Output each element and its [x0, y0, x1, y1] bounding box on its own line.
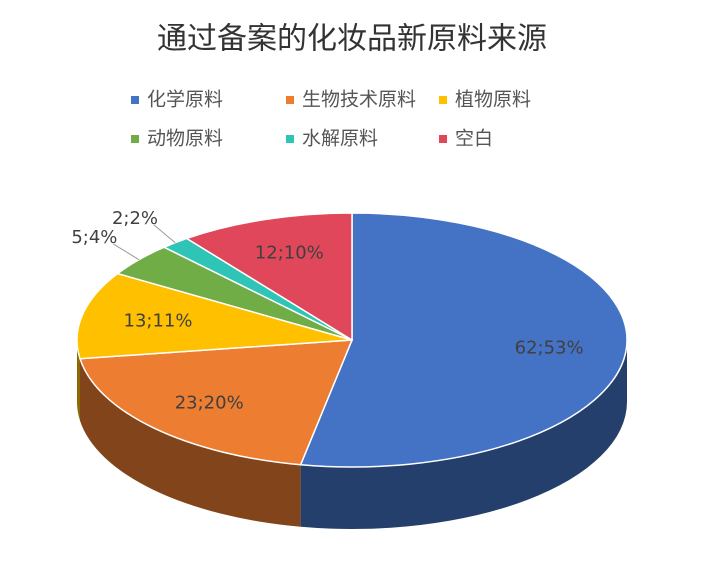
legend-marker — [286, 96, 294, 104]
legend-label: 生物技术原料 — [302, 89, 416, 111]
chart-title: 通过备案的化妆品新原料来源 — [157, 22, 547, 57]
slice-side — [77, 340, 80, 421]
slice-side — [79, 358, 301, 527]
legend-marker — [131, 135, 139, 143]
slice — [185, 212, 353, 342]
legend-label: 化学原料 — [147, 89, 223, 111]
legend-marker — [439, 96, 447, 104]
legend-marker — [439, 135, 447, 143]
slice — [78, 339, 354, 466]
slice-side — [300, 340, 627, 530]
leader-line — [113, 243, 140, 261]
legend-label: 动物原料 — [147, 128, 223, 150]
legend-marker — [131, 96, 139, 104]
legend-label: 植物原料 — [455, 89, 531, 111]
legend-label: 空白 — [455, 128, 493, 150]
slice — [76, 272, 353, 360]
data-label: 2;2% — [112, 208, 158, 229]
data-label: 12;10% — [255, 242, 324, 263]
data-label: 62;53% — [515, 338, 584, 359]
data-label: 23;20% — [175, 392, 244, 413]
legend-label: 水解原料 — [302, 128, 378, 150]
data-label: 13;11% — [124, 311, 193, 332]
slice — [299, 212, 628, 468]
legend-marker — [286, 135, 294, 143]
data-label: 5;4% — [71, 227, 117, 248]
leader-line — [153, 224, 176, 244]
